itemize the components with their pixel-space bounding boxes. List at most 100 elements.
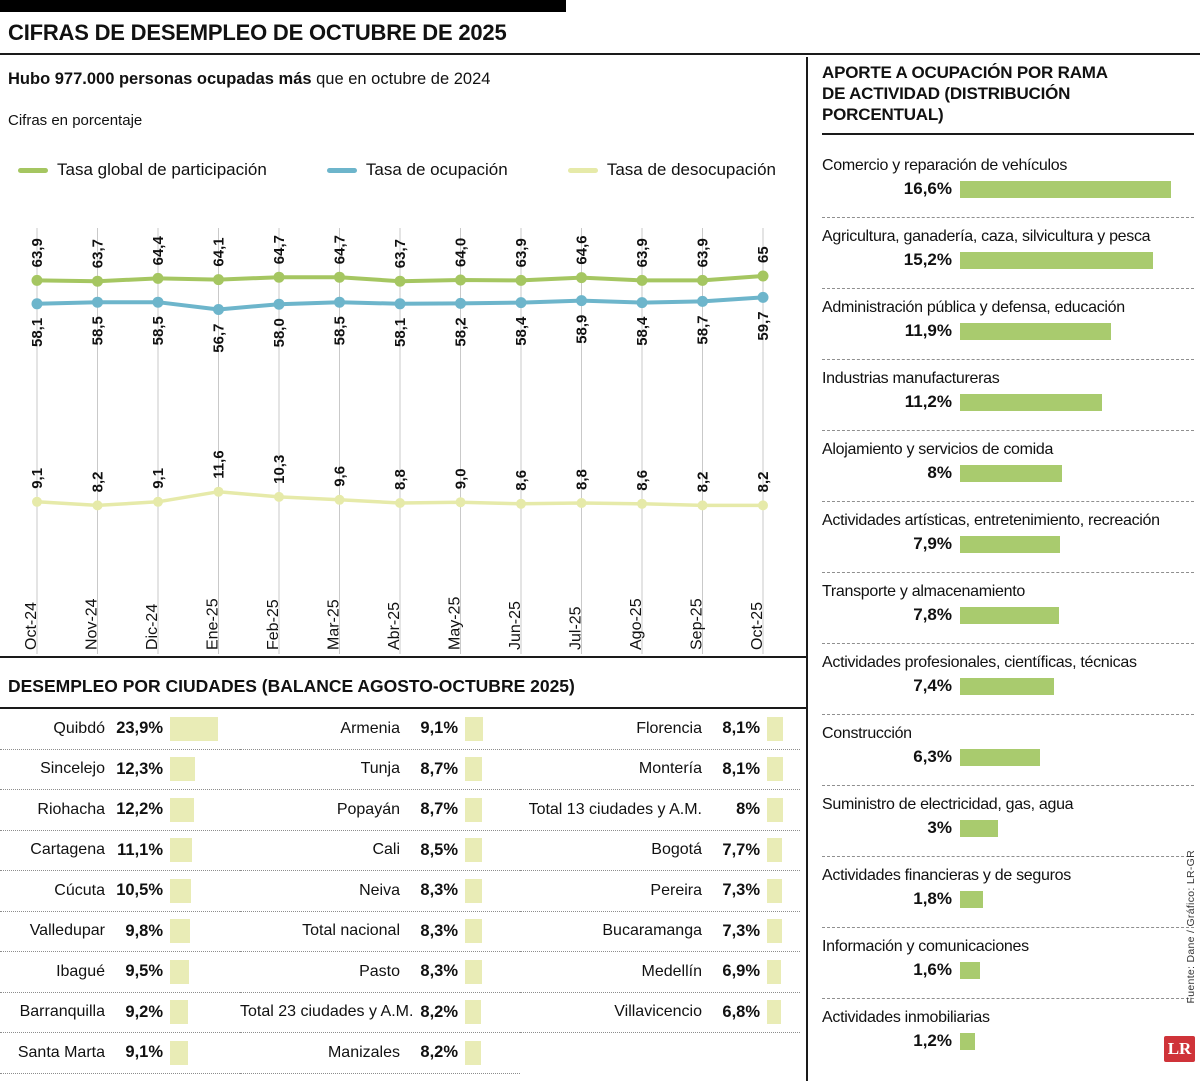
svg-text:8,2: 8,2 [695, 472, 712, 493]
sector-value-row: 8% [822, 463, 1194, 483]
employment-trend-chart: 63,9 63,7 64,4 64,1 64,7 64,7 63,7 64,0 63,9 64,6… [23, 228, 772, 654]
city-name: Riohacha [37, 800, 105, 818]
legend-item-ocupacion: Tasa de ocupación [326, 160, 508, 180]
svg-text:58,5: 58,5 [90, 316, 107, 345]
svg-text:10,3: 10,3 [271, 455, 288, 484]
city-value: 9,1% [125, 1043, 163, 1062]
city-bar [170, 757, 195, 782]
city-row: Sincelejo 12,3% [0, 750, 240, 790]
city-name: Pasto [359, 962, 400, 980]
sector-label: Comercio y reparación de vehículos [822, 157, 1068, 174]
svg-text:64,1: 64,1 [211, 237, 228, 266]
sector-label: Información y comunicaciones [822, 938, 1029, 955]
city-row: Cali 8,5% [240, 831, 520, 871]
sector-item: Alojamiento y servicios de comida 8% [822, 431, 1194, 502]
sector-panel-title-line2: DE ACTIVIDAD (DISTRIBUCIÓN PORCENTUAL) [822, 84, 1071, 124]
sector-bar [960, 251, 1153, 269]
svg-text:63,9: 63,9 [513, 238, 530, 267]
svg-text:Oct-25: Oct-25 [749, 602, 766, 650]
svg-text:9,1: 9,1 [150, 468, 167, 489]
city-value: 7,7% [722, 840, 760, 859]
city-name: Medellín [641, 962, 702, 980]
sector-label: Actividades profesionales, científicas, … [822, 654, 1137, 671]
legend-label-desocupacion: Tasa de desocupación [606, 160, 776, 179]
city-row: Villavicencio 6,8% [520, 993, 800, 1033]
sector-value-row: 11,9% [822, 321, 1194, 341]
city-bar [767, 797, 783, 822]
sector-value-row: 15,2% [822, 250, 1194, 270]
city-bar [767, 959, 781, 984]
city-bar [170, 919, 190, 944]
sector-value-row: 3% [822, 818, 1194, 838]
city-name: Tunja [360, 760, 400, 778]
city-value: 8,1% [722, 719, 760, 738]
svg-text:58,0: 58,0 [271, 318, 288, 347]
city-name: Cartagena [30, 841, 105, 859]
sector-label: Agricultura, ganadería, caza, silvicultu… [822, 228, 1151, 245]
svg-text:Mar-25: Mar-25 [326, 599, 343, 650]
sector-item: Actividades artísticas, entretenimiento,… [822, 502, 1194, 573]
svg-text:Nov-24: Nov-24 [84, 598, 101, 650]
sector-item: Información y comunicaciones 1,6% [822, 928, 1194, 999]
city-value: 23,9% [116, 719, 163, 738]
city-row: Ibagué 9,5% [0, 952, 240, 993]
city-row: Montería 8,1% [520, 750, 800, 790]
svg-text:65: 65 [755, 246, 772, 263]
sector-bar [960, 890, 983, 908]
city-name: Cúcuta [54, 881, 105, 899]
city-value: 12,2% [116, 800, 163, 819]
city-row: Total 13 ciudades y A.M. 8% [520, 790, 800, 831]
city-bar [170, 716, 218, 741]
sector-bar [960, 748, 1040, 766]
city-bar [170, 1040, 188, 1065]
sector-item: Transporte y almacenamiento 7,8% [822, 573, 1194, 644]
svg-text:8,8: 8,8 [574, 469, 591, 490]
subtitle-rest: que en octubre de 2024 [311, 70, 491, 88]
city-value: 9,5% [125, 962, 163, 981]
svg-text:9,6: 9,6 [332, 466, 349, 487]
sector-value-row: 6,3% [822, 747, 1194, 767]
svg-text:Ago-25: Ago-25 [628, 598, 645, 650]
sector-value: 7,4% [913, 676, 952, 695]
svg-text:Abr-25: Abr-25 [386, 602, 403, 650]
city-value: 9,1% [420, 719, 458, 738]
svg-text:58,7: 58,7 [695, 315, 712, 344]
chart-legend: Tasa global de participación Tasa de ocu… [18, 160, 776, 180]
sector-item: Industrias manufactureras 11,2% [822, 360, 1194, 431]
city-row: Armenia 9,1% [240, 709, 520, 750]
city-value: 7,3% [722, 881, 760, 900]
city-bar [170, 878, 191, 903]
city-name: Armenia [340, 719, 400, 737]
city-value: 8,3% [420, 881, 458, 900]
city-bar [465, 757, 482, 782]
city-row: Neiva 8,3% [240, 871, 520, 912]
units-note: Cifras en porcentaje [8, 112, 143, 129]
sector-value-row: 7,9% [822, 534, 1194, 554]
city-name: Total 23 ciudades y A.M. [240, 1003, 414, 1021]
city-value: 6,9% [722, 962, 760, 981]
sector-label: Administración pública y defensa, educac… [822, 299, 1125, 316]
sector-value: 16,6% [903, 179, 952, 198]
city-bar [465, 1040, 481, 1065]
svg-text:64,7: 64,7 [271, 235, 288, 264]
sector-bar [960, 1032, 975, 1050]
svg-text:Sep-25: Sep-25 [689, 598, 706, 650]
top-black-bar [0, 0, 566, 12]
city-row: Barranquilla 9,2% [0, 993, 240, 1033]
svg-text:63,9: 63,9 [695, 238, 712, 267]
sector-item: Actividades profesionales, científicas, … [822, 644, 1194, 715]
city-name: Pereira [650, 881, 702, 899]
city-name: Quibdó [53, 719, 105, 737]
sector-value-row: 1,6% [822, 960, 1194, 980]
svg-text:58,9: 58,9 [574, 315, 591, 344]
sector-panel-rule [822, 133, 1194, 135]
city-value: 6,8% [722, 1002, 760, 1021]
sector-value: 3% [927, 818, 952, 837]
city-name: Montería [638, 760, 702, 778]
city-name: Neiva [359, 881, 400, 899]
sector-value: 1,6% [913, 960, 952, 979]
legend-item-participacion: Tasa global de participación [18, 160, 267, 180]
sector-panel-title-line1: APORTE A OCUPACIÓN POR RAMA [822, 63, 1108, 82]
city-value: 8,7% [420, 800, 458, 819]
city-name: Villavicencio [614, 1003, 702, 1021]
